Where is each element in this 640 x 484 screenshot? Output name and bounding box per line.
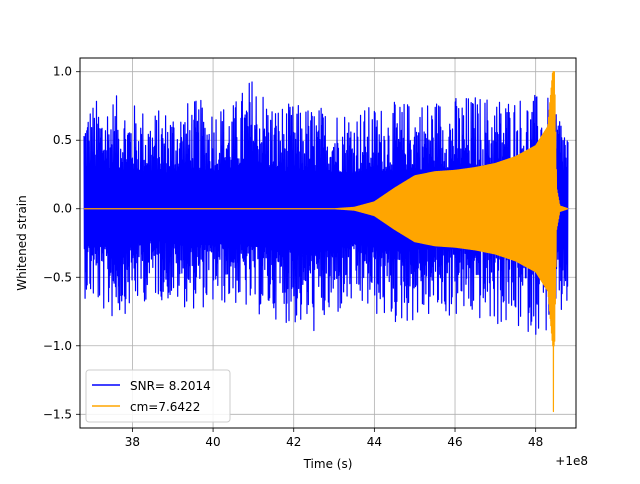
y-tick-label: 0.0 <box>53 202 72 216</box>
legend-label-snr: SNR= 8.2014 <box>130 379 211 393</box>
y-tick-label: −0.5 <box>43 270 72 284</box>
x-axis-offset-label: +1e8 <box>555 454 588 468</box>
legend-box <box>85 369 231 423</box>
x-tick-label: 48 <box>528 435 543 449</box>
series-line-cm <box>83 71 569 413</box>
legend-label-cm: cm=7.6422 <box>130 400 200 414</box>
x-axis-label: Time (s) <box>303 457 353 471</box>
x-tick-label: 42 <box>286 435 301 449</box>
x-tick-label: 40 <box>205 435 220 449</box>
x-axis-ticks: 38 40 42 44 46 48 <box>125 428 543 449</box>
y-axis-label: Whitened strain <box>15 195 29 291</box>
y-axis-ticks: 1.0 0.5 0.0 −0.5 −1.0 −1.5 <box>43 65 80 421</box>
x-tick-label: 38 <box>125 435 140 449</box>
y-tick-label: 0.5 <box>53 133 72 147</box>
plot-area <box>83 71 569 413</box>
axes-frame <box>79 57 577 429</box>
x-tick-label: 44 <box>367 435 382 449</box>
legend: SNR= 8.2014 cm=7.6422 <box>85 369 231 423</box>
y-tick-label: −1.0 <box>43 339 72 353</box>
x-tick-label: 46 <box>447 435 462 449</box>
y-tick-label: 1.0 <box>53 65 72 79</box>
y-tick-label: −1.5 <box>43 407 72 421</box>
